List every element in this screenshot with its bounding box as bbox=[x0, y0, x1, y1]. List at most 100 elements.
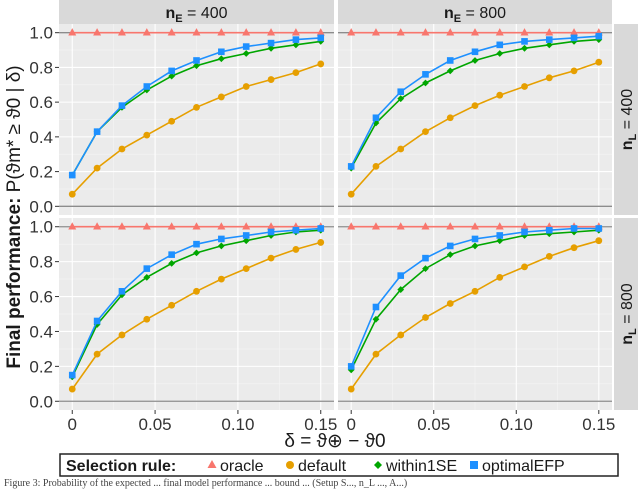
point-optimalEFP bbox=[193, 57, 200, 64]
point-optimalEFP bbox=[521, 38, 528, 45]
point-oracle bbox=[242, 28, 251, 36]
point-oracle bbox=[267, 222, 276, 230]
point-oracle bbox=[117, 28, 126, 36]
point-optimalEFP bbox=[68, 371, 76, 379]
x-tick-label: 0.10 bbox=[221, 415, 254, 434]
y-tick-label: 1.0 bbox=[29, 218, 53, 237]
point-oracle bbox=[347, 222, 356, 230]
x-tick-label: 0.10 bbox=[500, 415, 533, 434]
point-optimalEFP bbox=[118, 288, 126, 295]
point-optimalEFP bbox=[317, 225, 325, 232]
point-default bbox=[496, 91, 504, 99]
point-within1SE bbox=[545, 41, 553, 49]
point-default bbox=[143, 131, 151, 139]
point-within1SE bbox=[446, 67, 454, 75]
point-default bbox=[422, 314, 429, 321]
point-oracle bbox=[68, 28, 77, 36]
point-default bbox=[317, 60, 325, 68]
point-optimalEFP bbox=[93, 317, 101, 325]
point-optimalEFP bbox=[118, 102, 126, 109]
point-default bbox=[68, 190, 76, 198]
point-within1SE bbox=[143, 273, 151, 281]
point-optimalEFP bbox=[347, 163, 355, 170]
point-default bbox=[347, 385, 355, 393]
row-strip-label: nL = 800 bbox=[619, 283, 639, 345]
point-optimalEFP bbox=[446, 57, 454, 64]
point-optimalEFP bbox=[570, 34, 578, 42]
legend-label-within1SE: within1SE bbox=[385, 458, 457, 475]
point-oracle bbox=[371, 222, 380, 230]
point-within1SE bbox=[446, 251, 454, 259]
point-within1SE bbox=[397, 286, 405, 293]
point-within1SE bbox=[143, 86, 151, 94]
x-axis-title: δ = ϑ⊕ − ϑ0 bbox=[284, 431, 385, 452]
point-within1SE bbox=[372, 315, 380, 323]
x-tick-label: 0.15 bbox=[304, 415, 337, 434]
y-tick-label: 0.6 bbox=[29, 93, 53, 112]
point-default bbox=[570, 67, 578, 75]
point-oracle bbox=[421, 28, 430, 36]
point-default bbox=[422, 128, 429, 136]
point-oracle bbox=[267, 28, 276, 36]
point-default bbox=[397, 331, 405, 339]
point-oracle bbox=[316, 28, 325, 36]
point-oracle bbox=[242, 222, 251, 230]
y-tick-label: 0.2 bbox=[29, 357, 53, 376]
y-tick-label: 0.2 bbox=[29, 163, 53, 182]
y-tick-label: 0.6 bbox=[29, 288, 53, 307]
point-within1SE bbox=[242, 237, 250, 245]
point-default bbox=[471, 102, 479, 110]
row-strip bbox=[614, 24, 638, 215]
point-within1SE bbox=[521, 44, 528, 52]
point-default bbox=[347, 190, 355, 198]
legend-label-optimalEFP: optimalEFP bbox=[482, 458, 565, 475]
point-oracle bbox=[192, 28, 201, 36]
point-oracle bbox=[495, 28, 504, 36]
column-strip-label: nE = 400 bbox=[165, 5, 227, 25]
point-optimalEFP bbox=[446, 242, 454, 250]
point-optimalEFP bbox=[218, 48, 225, 56]
point-within1SE bbox=[372, 119, 380, 127]
point-default bbox=[168, 117, 176, 125]
point-optimalEFP bbox=[595, 32, 603, 40]
point-default bbox=[570, 244, 578, 252]
point-oracle bbox=[192, 222, 201, 230]
point-optimalEFP bbox=[496, 232, 504, 239]
point-oracle bbox=[446, 28, 455, 36]
point-default bbox=[446, 300, 454, 307]
point-within1SE bbox=[496, 50, 504, 57]
point-default bbox=[93, 350, 101, 358]
point-within1SE bbox=[193, 249, 200, 257]
point-optimalEFP bbox=[471, 235, 479, 243]
point-default bbox=[471, 287, 479, 295]
point-default bbox=[595, 58, 603, 66]
point-within1SE bbox=[471, 242, 479, 250]
point-default bbox=[267, 254, 275, 262]
point-within1SE bbox=[168, 259, 176, 267]
point-optimalEFP bbox=[570, 225, 578, 232]
point-optimalEFP bbox=[93, 128, 101, 135]
point-oracle bbox=[520, 222, 529, 230]
point-within1SE bbox=[292, 41, 300, 49]
point-default bbox=[372, 350, 380, 358]
legend-key-within1SE bbox=[374, 461, 382, 469]
point-optimalEFP bbox=[545, 36, 553, 43]
y-tick-label: 0.4 bbox=[29, 322, 53, 341]
x-tick-label: 0.15 bbox=[582, 415, 615, 434]
point-oracle bbox=[421, 222, 430, 230]
y-tick-label: 1.0 bbox=[29, 24, 53, 43]
point-within1SE bbox=[242, 50, 250, 57]
point-optimalEFP bbox=[168, 251, 175, 258]
point-oracle bbox=[396, 28, 405, 36]
point-oracle bbox=[167, 222, 176, 230]
point-oracle bbox=[495, 222, 504, 230]
column-strip bbox=[59, 0, 334, 24]
point-optimalEFP bbox=[372, 303, 380, 311]
y-tick-label: 0.4 bbox=[29, 128, 53, 147]
legend-label-default: default bbox=[298, 458, 347, 475]
point-optimalEFP bbox=[68, 171, 76, 179]
point-default bbox=[242, 265, 250, 273]
point-oracle bbox=[396, 222, 405, 230]
y-tick-label: 0.0 bbox=[29, 197, 53, 216]
point-default bbox=[217, 93, 225, 101]
